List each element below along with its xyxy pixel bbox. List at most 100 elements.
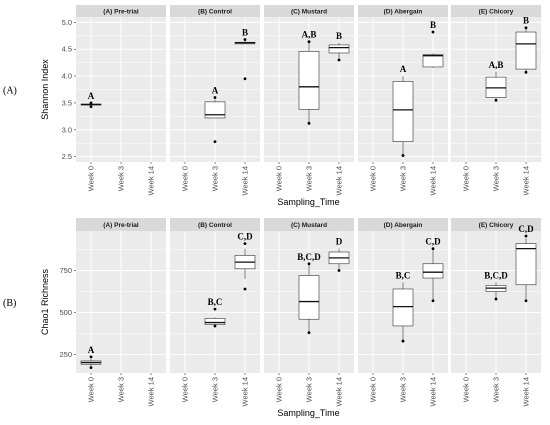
significance-label: A: [88, 345, 95, 355]
facet-title: (D) Abergain: [384, 222, 423, 229]
x-tick-label: Week 3: [211, 377, 220, 402]
x-tick-label: Week 14: [522, 166, 531, 195]
x-tick-label: Week 3: [492, 377, 501, 402]
box-iqr: [515, 243, 537, 286]
row-label: (B): [3, 298, 16, 309]
facet-strip: [76, 218, 166, 231]
y-tick-label: 3.5: [62, 98, 72, 107]
box: B: [328, 31, 350, 62]
x-tick-label: Week 3: [117, 166, 126, 191]
x-tick-label: Week 0: [87, 377, 96, 402]
x-tick-label: Week 0: [181, 166, 190, 191]
x-tick-label: Week 3: [305, 377, 314, 402]
facet-panel: (E) Chicory Week 0 Week 3 Week 14 B,C,D C,D: [451, 218, 541, 406]
facet-panel: (D) Abergain Week 0 Week 3 Week 14 B,C C,D: [358, 218, 448, 406]
box: A,B: [298, 30, 320, 125]
y-axis-title: Chao1 Richness: [40, 268, 50, 335]
x-tick-label: Week 0: [181, 377, 190, 402]
facet-strip: [264, 218, 354, 231]
x-tick-label: Week 14: [147, 166, 156, 195]
box: A: [204, 86, 226, 143]
x-tick-label: Week 14: [429, 377, 438, 406]
box: B,C: [392, 270, 414, 343]
data-point: [337, 269, 341, 272]
data-point: [243, 38, 247, 41]
facet-strip: [358, 218, 448, 231]
facet-panel: (C) Mustard Week 0 Week 3 Week 14 A,B B: [264, 5, 354, 195]
y-tick-label: 4.0: [62, 72, 72, 81]
data-point: [89, 355, 93, 359]
x-tick-label: Week 0: [369, 166, 378, 191]
box: D: [328, 237, 350, 272]
x-tick-label: Week 0: [369, 377, 378, 402]
x-tick-label: Week 0: [87, 166, 96, 191]
x-tick-label: Week 14: [429, 166, 438, 195]
facet-strip: [170, 218, 260, 231]
data-point: [89, 366, 93, 370]
box-iqr: [392, 81, 414, 142]
box: B: [422, 20, 444, 69]
box-iqr: [204, 318, 226, 325]
box: B: [234, 28, 256, 81]
chart-row-1: (A) Shannon Index 2.5 3.0 3.5 4.0 4.5 5.0 (A) Pr…: [3, 5, 541, 207]
data-point: [307, 40, 311, 44]
box: C,D: [422, 237, 444, 303]
data-point: [89, 105, 93, 109]
facet-panel: (A) Pre-trial Week 0 Week 3 Week 14 A: [76, 218, 166, 406]
box-iqr: [298, 275, 320, 320]
x-tick-label: Week 3: [399, 166, 408, 191]
facet-panel: (A) Pre-trial Week 0 Week 3 Week 14 A: [76, 5, 166, 195]
significance-label: A,B: [302, 30, 317, 40]
facet-title: (B) Control: [198, 8, 232, 15]
box-iqr: [422, 54, 444, 68]
data-point: [524, 70, 528, 74]
significance-label: B,C,D: [297, 252, 321, 262]
x-tick-label: Week 14: [522, 377, 531, 406]
box: B,C,D: [297, 252, 321, 335]
significance-label: A: [212, 86, 219, 96]
facet-strip: [451, 218, 541, 231]
box-iqr: [392, 288, 414, 327]
data-point: [213, 307, 217, 311]
data-point: [307, 331, 311, 335]
facet-title: (E) Chicory: [479, 222, 514, 229]
significance-label: A,B: [489, 60, 504, 70]
facet-panel: (E) Chicory Week 0 Week 3 Week 14 A,B B: [451, 5, 541, 195]
data-point: [401, 339, 405, 343]
box: B,C,D: [484, 270, 508, 301]
data-point: [431, 247, 435, 251]
box-iqr: [328, 44, 350, 54]
y-tick-label: 4.5: [62, 45, 72, 54]
box: A: [392, 64, 414, 157]
x-tick-label: Week 14: [335, 166, 344, 195]
x-tick-label: Week 0: [275, 377, 284, 402]
significance-label: B: [242, 28, 248, 38]
box-iqr: [515, 31, 537, 70]
significance-label: A: [88, 91, 95, 101]
data-point: [401, 154, 405, 157]
box: A,B: [485, 60, 507, 102]
data-point: [307, 121, 311, 125]
facet-panel: (C) Mustard Week 0 Week 3 Week 14 B,C,D D: [264, 218, 354, 406]
facet-strip: [451, 5, 541, 17]
x-axis-title: Sampling_Time: [277, 197, 339, 207]
significance-label: B: [523, 16, 529, 26]
chart-row-2: (B) Chao1 Richness 250 500 750 (A) Pre-trial W…: [3, 218, 541, 418]
y-tick-label: 750: [59, 266, 72, 275]
box-iqr: [422, 263, 444, 279]
data-point: [307, 262, 311, 266]
significance-label: B,C: [208, 297, 223, 307]
x-tick-label: Week 0: [275, 166, 284, 191]
data-point: [524, 26, 528, 30]
x-tick-label: Week 14: [241, 166, 250, 195]
data-point: [337, 58, 341, 62]
data-point: [213, 96, 217, 99]
x-tick-label: Week 3: [399, 377, 408, 402]
y-axis-title: Shannon Index: [40, 59, 50, 120]
significance-label: C,D: [425, 237, 441, 247]
data-point: [431, 299, 435, 303]
significance-label: C,D: [518, 224, 534, 234]
significance-label: A: [400, 64, 407, 74]
significance-label: B: [430, 20, 436, 30]
